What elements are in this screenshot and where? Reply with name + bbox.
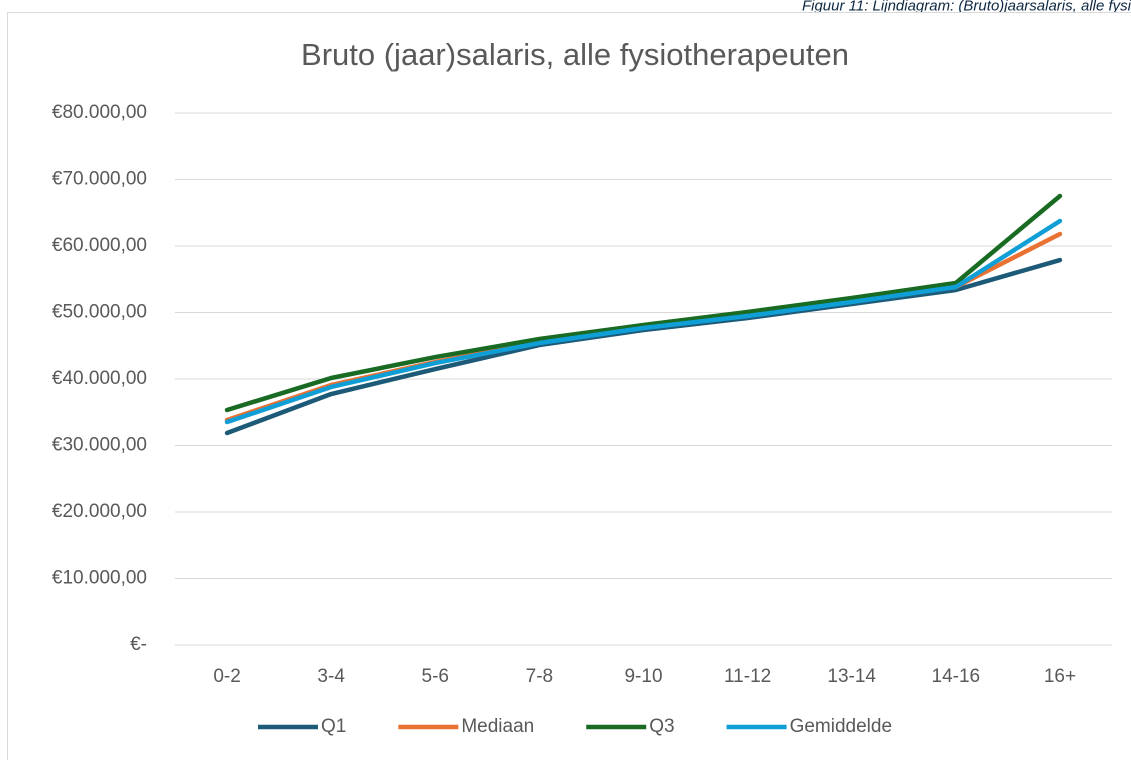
y-tick-label: €50.000,00 [52,302,147,323]
y-tick-label: €30.000,00 [52,435,147,456]
x-tick-label: 13-14 [827,666,876,687]
x-tick-label: 9-10 [624,666,662,687]
y-tick-label: €40.000,00 [52,368,147,389]
x-tick-label: 16+ [1044,666,1076,687]
series-line [224,218,1063,425]
legend-label: Mediaan [461,716,534,737]
figure-caption: Figuur 11: Lijndiagram: (Bruto)jaarsalar… [802,0,1131,14]
x-tick-label: 7-8 [526,666,553,687]
legend-label: Gemiddelde [790,716,892,737]
y-tick-label: €60.000,00 [52,235,147,256]
x-tick-label: 11-12 [724,666,771,687]
y-tick-label: €70.000,00 [52,169,147,190]
chart-frame [7,12,1131,760]
series-line [224,193,1063,413]
y-tick-label: €20.000,00 [52,501,147,522]
chart-title: Bruto (jaar)salaris, alle fysiotherapeut… [301,37,849,72]
x-tick-label: 0-2 [213,666,240,687]
y-tick-label: €- [130,634,147,655]
x-tick-label: 5-6 [422,666,449,687]
legend-label: Q1 [321,716,346,737]
x-tick-label: 14-16 [932,666,981,687]
y-tick-label: €80.000,00 [52,102,147,123]
legend-label: Q3 [649,716,674,737]
y-tick-label: €10.000,00 [52,568,147,589]
x-tick-label: 3-4 [317,666,345,687]
